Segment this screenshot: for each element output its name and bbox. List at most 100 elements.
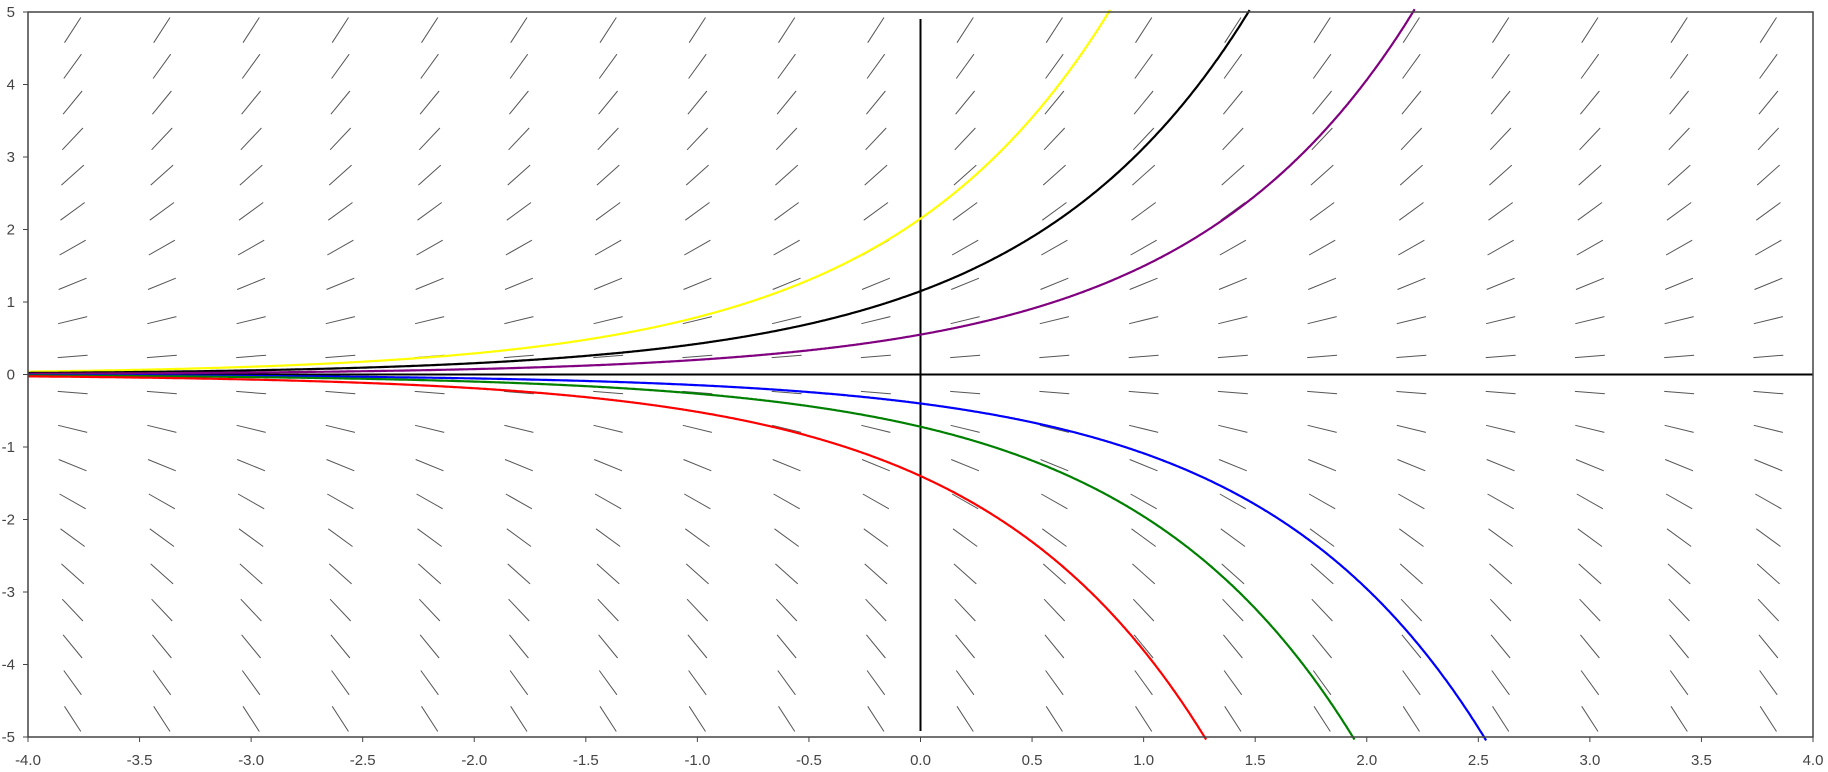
slope-segment [1756,164,1780,186]
slope-segment [1576,239,1604,256]
x-tick-label: 3.0 [1579,752,1600,769]
slope-segment [64,17,82,43]
slope-segment [331,670,350,696]
slope-segment [147,424,177,433]
slope-segment [1581,17,1599,43]
x-tick-label: 0.0 [910,752,931,769]
slope-segment [1042,164,1066,186]
slope-segment [507,164,531,186]
slope-segment [593,424,623,433]
slope-segment [1312,90,1332,115]
slope-segment [1486,459,1515,472]
slope-segment [1756,528,1781,547]
slope-segment [1754,277,1783,290]
slope-segment [330,90,351,115]
slope-segment [1313,17,1331,43]
slope-segment [596,563,620,585]
slope-segment [1222,598,1244,622]
slope-segment [58,277,87,290]
slope-segment [421,17,439,43]
slope-segment [686,598,709,622]
slope-segment [594,239,622,256]
slope-segment [328,528,353,547]
slope-segment [509,634,529,659]
slope-segment [771,316,802,325]
slope-segment [57,424,88,433]
slope-segment [1577,528,1603,547]
x-tick-label: -4.0 [15,752,41,769]
slope-segment [1310,164,1334,186]
slope-segment [61,598,84,622]
slope-segment [1313,706,1331,732]
slope-segment [325,390,356,395]
y-tick-label: 0 [7,367,15,384]
slope-segment [150,164,174,186]
slope-segment [683,277,712,290]
slope-segment [418,563,442,585]
slope-segment [953,164,977,186]
slope-segment [1579,598,1601,622]
slope-segment [1575,424,1605,433]
slope-segment [1759,17,1777,43]
x-tick-label: -3.5 [127,752,153,769]
slope-segment [1400,598,1423,622]
slope-segment [1400,127,1423,151]
slope-segment [598,53,618,79]
x-tick-label: -0.5 [796,752,822,769]
slope-segment [683,459,712,472]
slope-segment [956,706,974,732]
slope-segment [1579,127,1601,151]
slope-segment [1669,634,1689,659]
slope-segment [682,424,713,433]
slope-segment [594,459,623,472]
slope-segment [1575,277,1604,290]
slope-segment [1756,202,1781,221]
slope-segment [420,670,439,696]
slope-segment [1488,202,1513,221]
slope-segment [597,127,619,151]
slope-segment [147,459,176,472]
slope-segment [1491,670,1510,696]
slope-segment [1312,634,1332,659]
slope-segment [1132,598,1155,622]
slope-segment [685,164,709,186]
slope-segment [1222,127,1244,151]
slope-segment [950,316,980,325]
solution-curve [28,9,1112,373]
slope-segment [861,459,890,472]
slope-segment [955,634,975,659]
slope-segment [1574,354,1605,359]
slope-segment [420,53,439,79]
slope-segment [1575,316,1605,325]
slope-segment [327,239,354,256]
slope-segment [1402,670,1421,696]
slope-segment [236,354,267,359]
slope-segment [1580,53,1600,79]
slope-segment [149,202,175,221]
slope-segment [863,202,889,221]
slope-segment [954,127,976,151]
y-tick-label: 5 [7,4,15,21]
slope-segment [1045,670,1064,696]
slope-segment [1577,202,1603,221]
slope-segment [1128,316,1159,325]
slope-segment [1217,354,1248,359]
slope-segment [774,528,799,547]
slope-segment [503,390,534,395]
slope-segment [866,634,886,659]
slope-segment [1307,354,1338,359]
slope-segment [1308,493,1336,510]
slope-segment [507,563,531,585]
slope-segment [419,634,440,659]
slope-segment [595,528,621,547]
y-tick-label: -4 [2,657,15,674]
slope-segment [61,127,84,151]
slope-segment [1044,634,1065,659]
slope-segment [240,127,262,151]
slope-segment [63,53,82,79]
slope-segment [1131,202,1156,221]
slope-segment [1399,164,1423,186]
slope-segment [1397,459,1426,472]
slope-segment [1574,390,1605,395]
slope-segment [419,90,440,115]
